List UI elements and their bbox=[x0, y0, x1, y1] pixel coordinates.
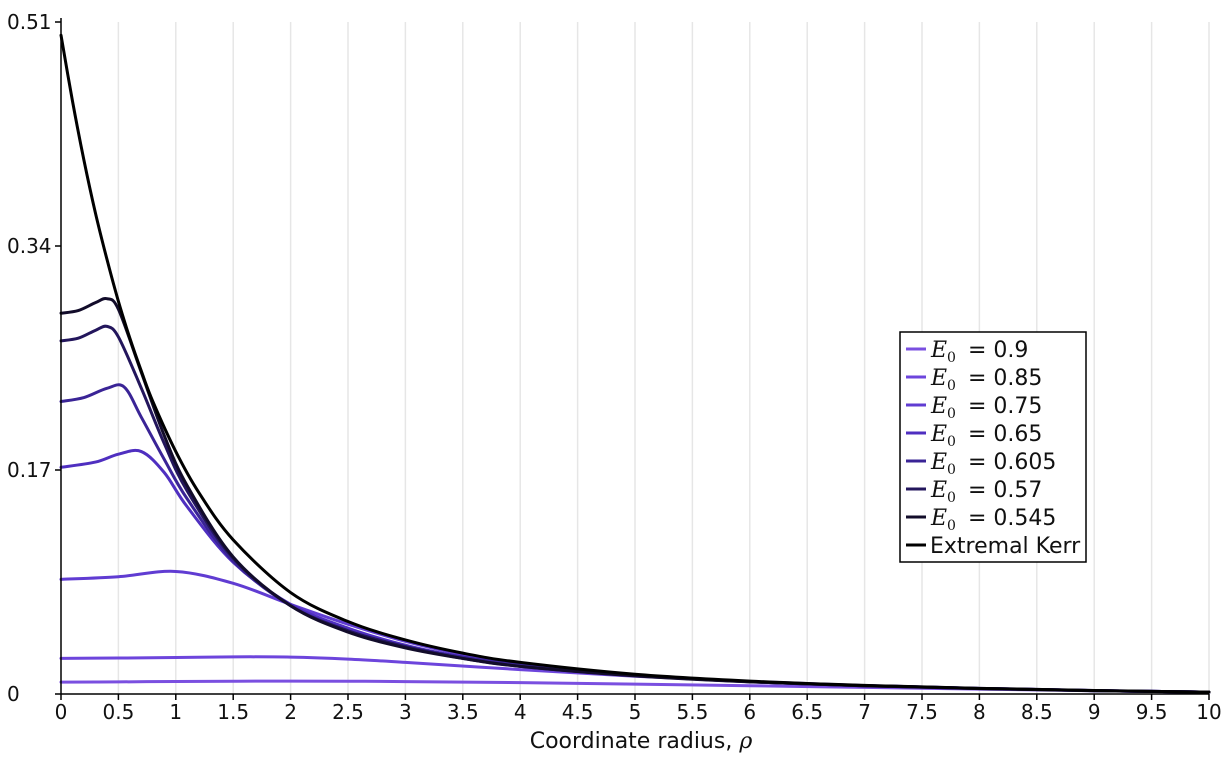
x-tick-label: 10 bbox=[1196, 700, 1221, 724]
x-axis-ticks: 0 0.5 1 1.5 2 2.5 3 3.5 4 4.5 5 5.5 6 6.5 7 7.5 8 8.5 9 9.5… bbox=[55, 694, 1222, 724]
x-tick-label: 9.5 bbox=[1136, 700, 1168, 724]
legend-subscript: 0 bbox=[947, 462, 956, 478]
legend-symbol: E bbox=[930, 394, 947, 419]
legend-symbol: E bbox=[930, 506, 947, 531]
x-tick-label: 6 bbox=[743, 700, 756, 724]
x-tick-label: 7.5 bbox=[906, 700, 938, 724]
legend-label: Extremal Kerr bbox=[930, 534, 1081, 559]
y-tick-label: 0.34 bbox=[7, 234, 52, 258]
x-tick-label: 3.5 bbox=[447, 700, 479, 724]
legend-subscript: 0 bbox=[947, 490, 956, 506]
x-tick-label: 0.5 bbox=[102, 700, 134, 724]
legend-symbol: E bbox=[930, 422, 947, 447]
legend: E 0 = 0.9E 0 = 0.85E 0 = 0.75E 0 = 0.65E 0 = 0.605… bbox=[899, 331, 1087, 563]
legend-label: = 0.57 bbox=[968, 478, 1042, 503]
x-tick-label: 3 bbox=[399, 700, 412, 724]
legend-subscript: 0 bbox=[947, 378, 956, 394]
x-tick-label: 4.5 bbox=[562, 700, 594, 724]
x-tick-label: 6.5 bbox=[791, 700, 823, 724]
legend-label: = 0.65 bbox=[968, 422, 1042, 447]
legend-subscript: 0 bbox=[947, 518, 956, 534]
legend-symbol: E bbox=[930, 450, 947, 475]
legend-symbol: E bbox=[930, 478, 947, 503]
legend-subscript: 0 bbox=[947, 406, 956, 422]
series-line bbox=[59, 33, 1211, 694]
y-tick-label: 0 bbox=[7, 682, 20, 706]
legend-box bbox=[899, 331, 1087, 563]
x-tick-label: 8 bbox=[973, 700, 986, 724]
x-tick-label: 8.5 bbox=[1021, 700, 1053, 724]
legend-label: = 0.545 bbox=[968, 506, 1056, 531]
legend-symbol: E bbox=[930, 366, 947, 391]
x-axis-title-symbol: ρ bbox=[738, 729, 752, 754]
x-axis-title-text: Coordinate radius, bbox=[530, 729, 740, 754]
y-tick-label: 0.51 bbox=[7, 10, 52, 34]
legend-subscript: 0 bbox=[947, 350, 956, 366]
legend-subscript: 0 bbox=[947, 434, 956, 450]
x-tick-label: 1.5 bbox=[217, 700, 249, 724]
legend-symbol: E bbox=[930, 338, 947, 363]
x-tick-label: 9 bbox=[1088, 700, 1101, 724]
y-tick-label: 0.17 bbox=[7, 458, 52, 482]
x-tick-label: 5 bbox=[629, 700, 642, 724]
x-tick-label: 2.5 bbox=[332, 700, 364, 724]
x-tick-label: 1 bbox=[169, 700, 182, 724]
x-tick-label: 0 bbox=[55, 700, 68, 724]
legend-label: = 0.85 bbox=[968, 366, 1042, 391]
series-lines bbox=[59, 33, 1211, 694]
x-axis-title: Coordinate radius, ρ bbox=[530, 729, 753, 754]
x-tick-label: 5.5 bbox=[676, 700, 708, 724]
legend-label: = 0.9 bbox=[968, 338, 1028, 363]
x-tick-label: 2 bbox=[284, 700, 297, 724]
legend-label: = 0.605 bbox=[968, 450, 1056, 475]
x-tick-label: 4 bbox=[514, 700, 527, 724]
x-tick-label: 7 bbox=[858, 700, 871, 724]
y-axis-ticks: 0 0.17 0.34 0.51 bbox=[7, 10, 61, 706]
legend-label: = 0.75 bbox=[968, 394, 1042, 419]
